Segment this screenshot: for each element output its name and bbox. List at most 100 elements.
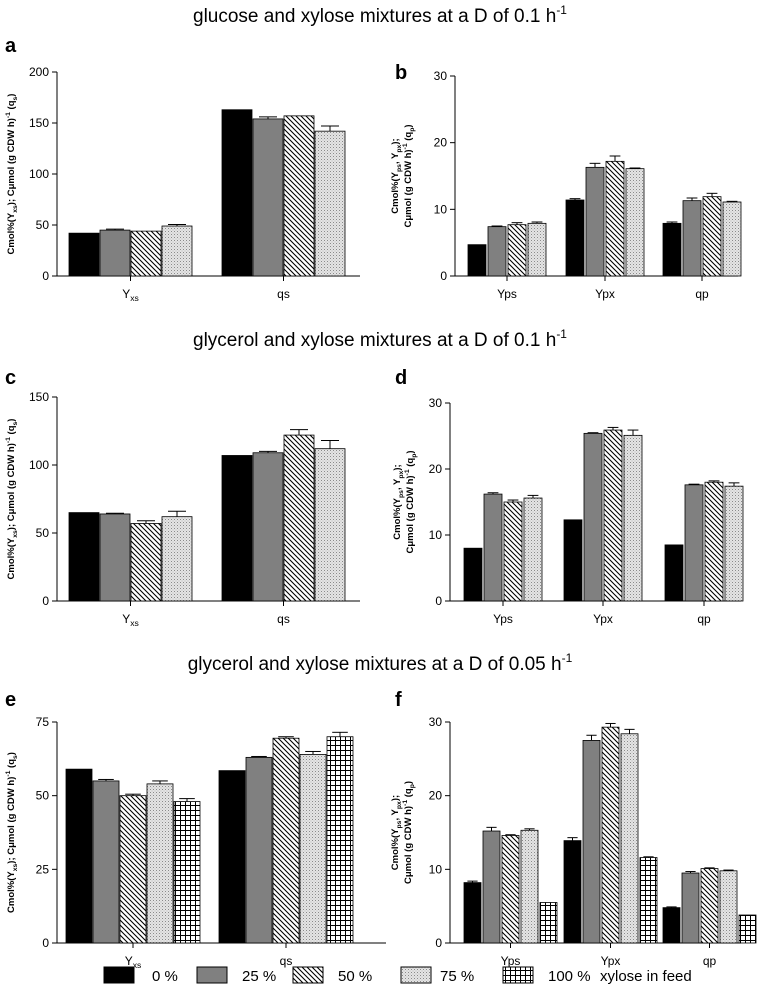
- y-tick-label: 200: [29, 65, 49, 79]
- y-tick-label: 50: [36, 526, 50, 540]
- legend-label-100: 100 %: [548, 968, 591, 985]
- bar-0-Yxs: [68, 512, 100, 602]
- bar-0-Yps: [467, 244, 487, 277]
- panel-letter-e: e: [5, 689, 16, 711]
- y-tick-label: 100: [29, 167, 49, 181]
- panel-letter-d: d: [395, 367, 407, 389]
- panel-a: a 0 50 100 150 200 Yxs qs Cmol%(Yxs); Cμmol (g C…: [5, 35, 360, 303]
- x-category-label: Ypx: [601, 954, 621, 968]
- bar-50-Yps: [503, 501, 523, 602]
- panel-letter-b: b: [395, 62, 407, 84]
- panel-c: c 0 50 100 150 Yxs qs Cmol%(Yxs); Cμmol (g CDW …: [5, 367, 360, 628]
- bar-75-Yxs: [161, 516, 193, 602]
- bar-25-Yxs: [99, 229, 131, 277]
- bar-75-qs: [314, 448, 346, 602]
- bar-25-Ypx: [582, 740, 601, 944]
- x-category-label: Yxs: [125, 954, 142, 970]
- y-tick-label: 0: [42, 269, 49, 283]
- panel-e: e 0 25 50 75 Yxs qs Cmol%(Yxs); Cμmol (g CDW h)…: [5, 689, 386, 970]
- bar-0-Ypx: [563, 519, 583, 602]
- bar-75-Ypx: [620, 733, 639, 944]
- bar-75-qp: [719, 870, 738, 944]
- bar-50-Yxs: [130, 230, 162, 277]
- x-category-label: Ypx: [595, 287, 615, 301]
- bar-75-Yxs: [161, 225, 193, 277]
- legend-label-25: 25 %: [242, 968, 276, 985]
- bar-50-qp: [702, 196, 722, 277]
- bar-0-qp: [662, 222, 682, 277]
- bar-25-Yxs: [92, 780, 120, 944]
- y-tick-label: 20: [429, 789, 443, 803]
- bar-0-qs: [218, 770, 246, 944]
- legend: 0 % 25 % 50 % 75 % 100 % xylose in feed: [103, 966, 692, 985]
- bar-25-Ypx: [585, 166, 605, 277]
- bar-0-qs: [221, 455, 253, 602]
- bar-0-qs: [221, 109, 253, 277]
- y-tick-label: 10: [429, 862, 443, 876]
- bar-50-qp: [704, 481, 724, 602]
- bar-25-Yxs: [99, 513, 131, 602]
- bar-100-qp: [738, 914, 757, 944]
- y-axis-label: Cmol%(Yps, Ypx);: [390, 795, 403, 870]
- bar-0-Ypx: [565, 199, 585, 277]
- x-category-label: Yps: [497, 287, 517, 301]
- bar-25-qp: [682, 200, 702, 277]
- y-tick-label: 30: [429, 715, 443, 729]
- legend-suffix: xylose in feed: [600, 968, 692, 985]
- bar-25-Yps: [483, 493, 503, 602]
- x-category-label: Yxs: [122, 287, 139, 303]
- bar-100-Yxs: [173, 801, 201, 944]
- y-tick-label: 75: [36, 715, 50, 729]
- legend-swatch-100: [502, 966, 534, 984]
- y-tick-label: 150: [29, 116, 49, 130]
- bar-25-qs: [252, 452, 284, 602]
- panel-b: b 0 10 20 30 Yps Ypx qp Cmol%(Yps, Ypx);Cμmol (g…: [390, 62, 742, 301]
- bar-100-Ypx: [639, 857, 658, 944]
- y-tick-label: 10: [434, 202, 448, 216]
- legend-label-50: 50 %: [338, 968, 372, 985]
- bar-0-qp: [662, 907, 681, 944]
- panel-letter-f: f: [395, 689, 402, 711]
- section-title-3: glycerol and xylose mixtures at a D of 0…: [188, 651, 573, 675]
- y-tick-label: 150: [29, 390, 49, 404]
- bar-0-Yxs: [68, 232, 100, 277]
- panel-letter-a: a: [5, 35, 17, 57]
- y-axis-label: Cmol%(Yxs); Cμmol (g CDW h)-1 (qs): [5, 419, 19, 580]
- y-tick-label: 0: [440, 269, 447, 283]
- y-tick-label: 0: [435, 594, 442, 608]
- bar-25-qp: [684, 484, 704, 602]
- legend-swatch-0: [103, 966, 135, 984]
- bar-50-qp: [700, 868, 719, 944]
- y-tick-label: 25: [36, 862, 50, 876]
- bar-25-qp: [681, 872, 700, 944]
- bar-50-qs: [283, 115, 315, 277]
- y-axis-label: Cμmol (g CDW h)-1 (qp): [404, 450, 418, 553]
- y-axis-label: Cμmol (g CDW h)-1 (qp): [402, 124, 416, 227]
- bar-25-Yps: [482, 830, 501, 944]
- y-tick-label: 30: [429, 396, 443, 410]
- y-tick-label: 0: [42, 594, 49, 608]
- bar-25-qs: [252, 118, 284, 277]
- bar-75-qp: [724, 485, 744, 602]
- x-category-label: qs: [280, 954, 293, 968]
- legend-swatch-25: [196, 966, 228, 984]
- x-category-label: Ypx: [593, 612, 613, 626]
- panel-d: d 0 10 20 30 Yps Ypx qp Cmol%(Yps, Ypx);Cμmol (g…: [392, 367, 744, 626]
- y-axis-label: Cmol%(Yps, Ypx);: [392, 464, 405, 539]
- bar-75-Ypx: [625, 168, 645, 277]
- y-axis-label: Cmol%(Yxs); Cμmol (g CDW h)-1 (qs): [5, 752, 19, 913]
- bar-0-Yps: [463, 882, 482, 944]
- bar-50-Yxs: [119, 795, 147, 944]
- bar-50-qs: [283, 434, 315, 602]
- legend-swatch-50: [292, 966, 324, 984]
- y-tick-label: 30: [434, 69, 448, 83]
- bar-75-qs: [314, 130, 346, 277]
- bar-25-Ypx: [583, 432, 603, 602]
- bar-50-Ypx: [601, 726, 620, 944]
- section-title-1: glucose and xylose mixtures at a D of 0.…: [193, 3, 567, 27]
- bar-75-Yps: [520, 829, 539, 944]
- bar-50-qs: [272, 737, 300, 944]
- bar-50-Yxs: [130, 523, 162, 602]
- y-axis-label: Cmol%(Yps, Ypx);: [390, 138, 403, 213]
